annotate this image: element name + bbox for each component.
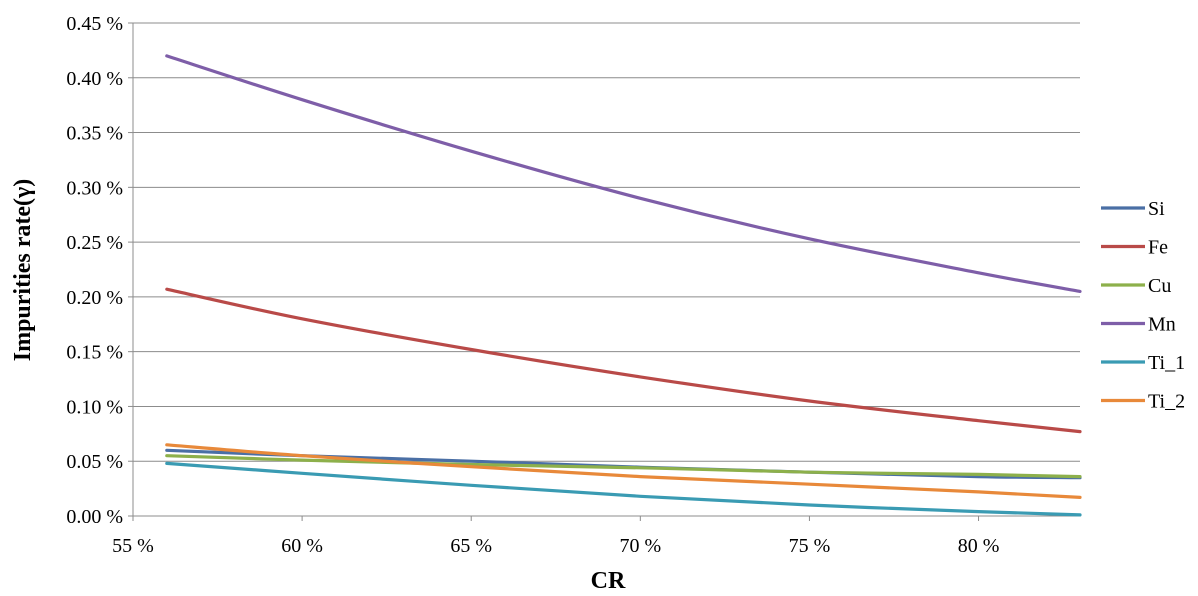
x-axis-title: CR — [591, 568, 626, 594]
x-tick-label: 60 % — [281, 535, 323, 557]
legend: Si Fe Cu Mn Ti_1 Ti_2 — [1101, 198, 1185, 413]
y-tick-label: 0.05 % — [66, 451, 123, 473]
y-tick-label: 0.40 % — [66, 68, 123, 90]
y-tick-label: 0.30 % — [66, 177, 123, 199]
legend-label: Fe — [1148, 237, 1168, 259]
series-lines — [165, 54, 1082, 517]
x-tick-label: 65 % — [450, 535, 492, 557]
series-line-cu — [165, 454, 1082, 479]
y-tick-label: 0.00 % — [66, 506, 123, 528]
legend-item-cu: Cu — [1101, 275, 1171, 297]
legend-item-ti-1: Ti_1 — [1101, 352, 1185, 374]
x-tick-label: 75 % — [789, 535, 831, 557]
legend-label: Cu — [1148, 275, 1171, 297]
x-tick-label: 55 % — [112, 535, 154, 557]
legend-label: Mn — [1148, 314, 1176, 336]
grid — [128, 22, 1080, 521]
y-tick-labels: 0.00 % 0.05 % 0.10 % 0.15 % 0.20 % 0.25 % 0.30… — [66, 13, 123, 528]
legend-label: Ti_2 — [1148, 391, 1185, 413]
legend-label: Ti_1 — [1148, 352, 1185, 374]
series-line-mn — [165, 54, 1082, 293]
legend-item-ti-2: Ti_2 — [1101, 391, 1185, 413]
x-tick-labels: 55 % 60 % 65 % 70 % 75 % 80 % — [112, 535, 999, 557]
legend-item-fe: Fe — [1101, 237, 1168, 259]
series-line-fe — [165, 287, 1082, 434]
y-tick-label: 0.15 % — [66, 342, 123, 364]
series-line-ti-1 — [165, 461, 1082, 517]
y-axis-title: Impurities rate(γ) — [10, 179, 36, 362]
y-tick-label: 0.45 % — [66, 13, 123, 35]
legend-item-mn: Mn — [1101, 314, 1176, 336]
y-tick-label: 0.35 % — [66, 123, 123, 145]
x-tick-label: 70 % — [619, 535, 661, 557]
x-tick-label: 80 % — [958, 535, 1000, 557]
y-tick-label: 0.20 % — [66, 287, 123, 309]
legend-label: Si — [1148, 198, 1165, 220]
y-tick-label: 0.25 % — [66, 232, 123, 254]
series-line-ti-2 — [165, 443, 1082, 499]
legend-item-si: Si — [1101, 198, 1165, 220]
y-tick-label: 0.10 % — [66, 396, 123, 418]
